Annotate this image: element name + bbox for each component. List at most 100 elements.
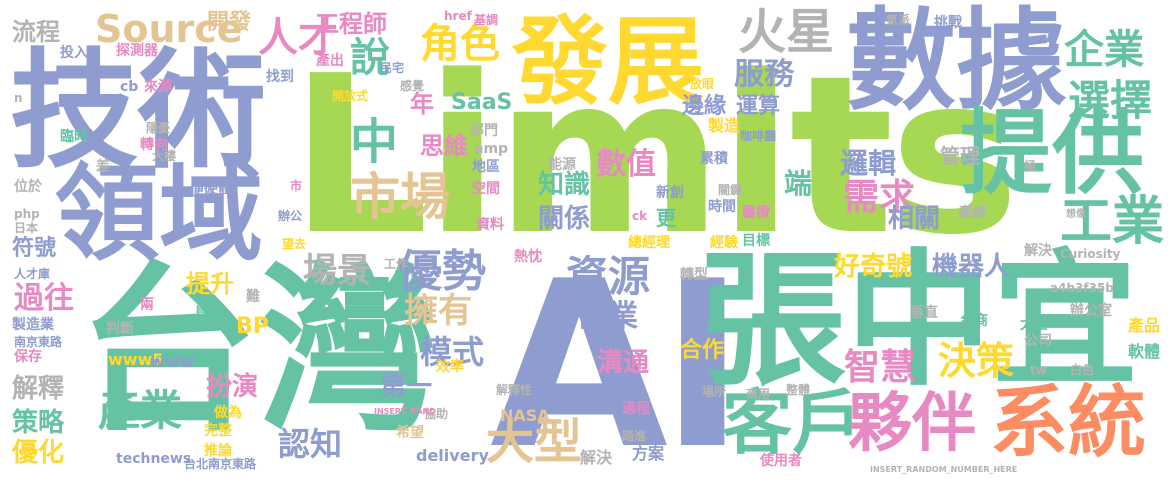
word-venue: 場所 [702, 385, 727, 399]
word-overall: 整體 [786, 383, 811, 397]
word-possess: 具 [194, 305, 208, 321]
word-complete: 完整 [204, 423, 232, 439]
word-large: 大型 [486, 414, 583, 470]
word-www: www [150, 352, 195, 371]
word-strategy: 策略 [12, 408, 65, 438]
word-manage: 管理 [940, 144, 980, 168]
word-provide: 提供 [960, 100, 1145, 207]
word-accumulate: 累積 [700, 151, 728, 167]
word-city: 市 [290, 179, 303, 193]
word-business: 商業 [578, 299, 638, 334]
word-technology: 技術 [10, 37, 267, 186]
word-convenient: 便 [190, 183, 204, 199]
word-taipei-nanjing-east-road: 台北南京東路 [184, 457, 257, 471]
word-data: 數據 [846, 0, 1066, 125]
word-improve: 提升 [186, 270, 234, 298]
word-impressive: 氣派 [886, 13, 911, 27]
word-source: Source [95, 7, 243, 51]
word-decision: 決策 [938, 339, 1015, 383]
word-customer: 客戶 [722, 382, 862, 464]
word-zhang-zhongyi: 張中宜 [700, 236, 1138, 406]
word-www5: www5 [108, 350, 164, 369]
word-own: 擁有 [404, 291, 472, 331]
word-passion: 熱忱 [514, 249, 542, 265]
word-explain: 解釋 [12, 374, 65, 404]
word-goal: 目標 [742, 233, 770, 249]
word-engineer: 工程師 [315, 10, 387, 38]
word-curiosity-rover: 好奇號 [834, 252, 913, 282]
word-portray: 扮演 [206, 372, 259, 402]
word-optimize: 優化 [12, 438, 65, 468]
word-white: 白色 [1070, 363, 1095, 377]
word-office: 辦公室 [1070, 303, 1112, 319]
word-cognition: 認知 [278, 425, 343, 463]
word-solution: 方案 [632, 444, 665, 463]
word-time: 時間 [708, 199, 736, 215]
word-communicate: 溝通 [597, 348, 650, 378]
word-scene: 場景 [303, 251, 371, 291]
word-saas: SaaS [451, 90, 513, 115]
word-user: 使用者 [760, 453, 802, 469]
word-ai: AI [490, 233, 746, 482]
word-hardware: 硬體 [204, 181, 232, 197]
word-medical: 醫療 [742, 205, 770, 221]
word-nasa: NASA [500, 406, 550, 425]
word-demand: 需求 [843, 177, 916, 218]
word-cross-into: 跨足 [524, 361, 552, 377]
word-bp: BP [236, 314, 269, 339]
word-general-manager: 總經理 [628, 235, 670, 251]
word-limits: Limits [290, 30, 1019, 283]
word-end: 端 [784, 167, 813, 200]
word-department: 部門 [470, 123, 498, 139]
word-work: 工作 [384, 257, 409, 271]
word-look-far: 放眼 [690, 77, 715, 91]
word-explainability: 解釋性 [496, 383, 533, 397]
word-logic: 邏輯 [840, 147, 897, 180]
word-gaze: 望去 [282, 237, 307, 251]
word-taiwanese-business: 台商 [960, 313, 988, 329]
word-wisdom: 智慧 [844, 347, 917, 388]
word-choice: 選擇 [1068, 76, 1153, 125]
word-experience: 經驗 [710, 235, 738, 251]
word-difference: 差 [96, 159, 110, 175]
word-suggest: 建議 [610, 384, 643, 403]
word-insert-random-number: INSERT_RANDOM_NUMBER_HERE [870, 465, 1018, 474]
word-key: 關鍵 [718, 183, 743, 197]
word-service: 服務 [734, 57, 794, 92]
word-manufacturing: 製造業 [12, 317, 54, 333]
word-assist: 協助 [424, 407, 449, 421]
word-process-2: 過程 [622, 401, 650, 417]
word-tw: tw [1030, 363, 1047, 377]
word-middle: 中 [350, 114, 399, 170]
word-turn-toward: 轉向 [140, 137, 168, 153]
word-probe: 探測器 [116, 43, 158, 59]
word-office-work: 辦公 [278, 209, 303, 223]
word-edge: 邊緣 [682, 94, 727, 119]
word-challenge: 挑戰 [934, 15, 962, 31]
word-find: 找到 [266, 69, 294, 85]
word-judge: 判斷 [106, 321, 134, 337]
word-market: 市場 [350, 168, 450, 226]
word-first: 第一 [380, 372, 433, 402]
word-talent: 人才 [258, 15, 338, 61]
word-product: 產品 [1128, 316, 1161, 335]
word-source-zh: 來源 [144, 79, 172, 95]
word-role: 角色 [420, 21, 500, 67]
word-two: 兩 [140, 297, 154, 313]
word-manufacture: 製造 [708, 116, 741, 135]
word-feeling: 感覺 [400, 79, 425, 93]
word-system: 系統 [990, 378, 1147, 468]
word-related: 相關 [888, 204, 941, 234]
word-amp: amp [474, 141, 509, 157]
word-as: 做為 [214, 405, 242, 421]
word-vertical: 垂直 [910, 305, 938, 321]
word-hope: 希望 [396, 425, 424, 441]
word-curiosity: Curiosity [1060, 247, 1121, 261]
word-cooperate: 合作 [680, 338, 725, 363]
word-industry: 工業 [1060, 192, 1165, 252]
word-open-plan: 開放式 [332, 89, 369, 103]
word-nanjing-east-road: 南京東路 [14, 335, 63, 349]
word-space-room: 空間 [472, 181, 500, 197]
word-compute: 運算 [736, 94, 781, 119]
